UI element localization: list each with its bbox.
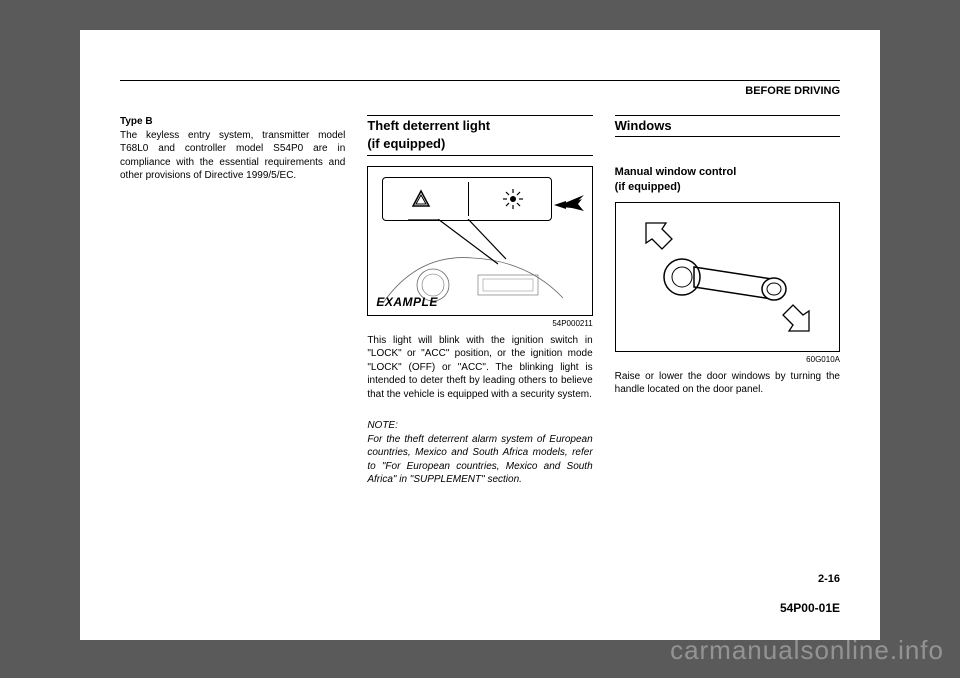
theft-title-2: (if equipped) — [367, 136, 592, 152]
type-b-label: Type B — [120, 115, 345, 129]
manual-window-sub1: Manual window control — [615, 165, 840, 179]
windows-rule-top — [615, 115, 840, 116]
watermark: carmanualsonline.info — [670, 635, 944, 666]
page-number: 2-16 — [818, 573, 840, 585]
section-rule-top — [367, 115, 592, 116]
section-rule-bottom — [367, 155, 592, 156]
manual-page: BEFORE DRIVING Type B The keyless entry … — [80, 30, 880, 640]
column-2: Theft deterrent light (if equipped) — [367, 115, 592, 487]
theft-figure: EXAMPLE — [367, 166, 592, 316]
switch-panel — [382, 177, 552, 221]
note-body: For the theft deterrent alarm system of … — [367, 433, 592, 487]
manual-window-sub2: (if equipped) — [615, 180, 840, 194]
arrow-down-right-icon — [775, 297, 815, 337]
windows-title: Windows — [615, 118, 840, 134]
windows-rule-bottom — [615, 136, 840, 137]
example-label: EXAMPLE — [376, 295, 438, 309]
light-burst-icon — [501, 187, 525, 211]
theft-fig-caption: 54P000211 — [367, 319, 592, 328]
pointer-arrow-icon — [554, 195, 584, 215]
header-rule — [120, 80, 840, 81]
column-1: Type B The keyless entry system, transmi… — [120, 115, 345, 487]
window-fig-caption: 60G010A — [615, 355, 840, 364]
panel-divider — [468, 182, 469, 216]
theft-para: This light will blink with the ignition … — [367, 334, 592, 402]
content-columns: Type B The keyless entry system, transmi… — [120, 115, 840, 487]
type-b-para: The keyless entry system, transmitter mo… — [120, 129, 345, 183]
doc-code: 54P00-01E — [780, 601, 840, 615]
callout-line-icon — [408, 219, 508, 279]
note-label: NOTE: — [367, 419, 592, 433]
column-3: Windows Manual window control (if equipp… — [615, 115, 840, 487]
hazard-triangle-icon — [411, 189, 431, 209]
header-section: BEFORE DRIVING — [120, 85, 840, 97]
window-para: Raise or lower the door windows by turni… — [615, 370, 840, 397]
window-crank-figure — [615, 202, 840, 352]
arrow-up-left-icon — [640, 217, 680, 257]
theft-title-1: Theft deterrent light — [367, 118, 592, 134]
